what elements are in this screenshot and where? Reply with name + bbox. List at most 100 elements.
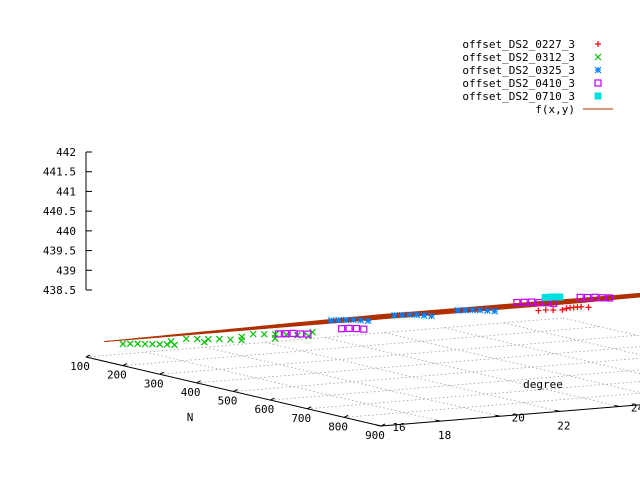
- y-tick-label: 16: [392, 421, 405, 434]
- fit-mesh-line: [165, 296, 640, 337]
- data-point: [338, 325, 346, 333]
- x-tick: [270, 397, 275, 401]
- y-axis-label: degree: [523, 378, 563, 391]
- z-tick-label: 439: [56, 264, 76, 277]
- data-point: [249, 330, 257, 338]
- data-point: [200, 338, 208, 346]
- data-point: [364, 317, 372, 325]
- legend-label: offset_DS2_0325_3: [462, 64, 575, 77]
- data-point: [559, 306, 566, 313]
- data-point: [428, 312, 435, 320]
- grid-line-x: [380, 404, 640, 427]
- grid-line-x: [344, 392, 640, 418]
- y-tick: [554, 409, 560, 412]
- x-tick-label: 800: [328, 420, 348, 433]
- z-tick-label: 438.5: [43, 284, 76, 297]
- x-tick: [343, 414, 349, 418]
- data-point: [352, 324, 361, 333]
- x-tick: [196, 380, 201, 384]
- series-3: [327, 306, 499, 325]
- data-point: [391, 311, 398, 319]
- z-tick-label: 439.5: [43, 245, 76, 258]
- y-tick-label: 22: [557, 419, 570, 432]
- data-point: [360, 325, 368, 333]
- series-1: [535, 303, 592, 314]
- z-tick-label: 441: [56, 185, 76, 198]
- data-point: [398, 311, 406, 319]
- x-tick-label: 500: [218, 395, 238, 408]
- data-point: [513, 298, 521, 307]
- data-point: [578, 303, 585, 310]
- data-point: [345, 324, 353, 333]
- data-point: [583, 293, 592, 302]
- data-point: [563, 305, 570, 312]
- data-point: [148, 340, 156, 348]
- data-point: [535, 299, 543, 307]
- x-tick: [122, 363, 128, 367]
- x-tick-label: 200: [107, 369, 127, 382]
- data-point: [204, 335, 212, 343]
- data-points: [119, 293, 614, 349]
- x-tick-label: 600: [254, 403, 274, 416]
- data-point: [461, 306, 469, 314]
- data-point: [491, 307, 499, 315]
- z-tick-label: 440: [56, 225, 76, 238]
- data-point: [483, 307, 491, 315]
- data-point: [119, 340, 127, 348]
- z-tick-label: 442: [56, 146, 76, 159]
- data-point: [405, 311, 413, 319]
- data-point: [271, 334, 279, 342]
- data-point: [576, 293, 584, 301]
- data-point: [134, 340, 142, 348]
- legend-marker: [594, 92, 602, 100]
- data-point: [282, 330, 290, 338]
- data-point: [126, 340, 134, 348]
- data-point: [591, 293, 599, 301]
- tick-labels: 1002003004005006007008009001618202224262…: [43, 146, 640, 442]
- series-4: [274, 293, 614, 338]
- data-point: [227, 336, 234, 344]
- grid-line-y: [384, 332, 640, 393]
- data-point: [342, 316, 350, 324]
- data-point: [163, 341, 171, 348]
- data-point: [476, 306, 484, 314]
- x-tick: [159, 371, 164, 375]
- data-point: [327, 317, 335, 324]
- data-point: [454, 307, 462, 314]
- data-point: [182, 335, 190, 343]
- data-point: [260, 330, 268, 338]
- data-point: [296, 330, 305, 338]
- data-point: [556, 293, 564, 301]
- legend-marker: [595, 41, 601, 47]
- grid-line-y: [145, 351, 441, 422]
- legend-label: offset_DS2_0312_3: [462, 51, 575, 64]
- y-axis-line: [380, 404, 640, 427]
- grid-line-y: [205, 346, 501, 417]
- legend-marker: [594, 79, 602, 87]
- data-point: [528, 298, 536, 306]
- x-axis-label: N: [187, 411, 194, 424]
- x-tick-label: 300: [144, 377, 164, 390]
- data-point: [167, 338, 175, 345]
- x-tick-label: 700: [291, 412, 311, 425]
- data-point: [535, 307, 542, 314]
- y-tick: [435, 419, 441, 422]
- legend-label: f(x,y): [535, 103, 575, 116]
- data-point: [550, 307, 557, 314]
- grid-line-x: [307, 381, 640, 410]
- data-point: [598, 294, 606, 302]
- series-5: [541, 293, 564, 302]
- grid-line-y: [264, 341, 560, 412]
- legend-marker: [594, 66, 602, 74]
- fit-mesh-line: [350, 293, 640, 319]
- data-point: [274, 330, 282, 338]
- x-tick: [380, 423, 386, 427]
- data-point: [238, 333, 246, 341]
- y-tick: [614, 405, 620, 407]
- y-tick: [375, 424, 382, 427]
- z-tick-label: 440.5: [43, 205, 76, 218]
- x-tick: [85, 354, 91, 358]
- data-point: [289, 329, 297, 337]
- legend-marker: [594, 53, 602, 61]
